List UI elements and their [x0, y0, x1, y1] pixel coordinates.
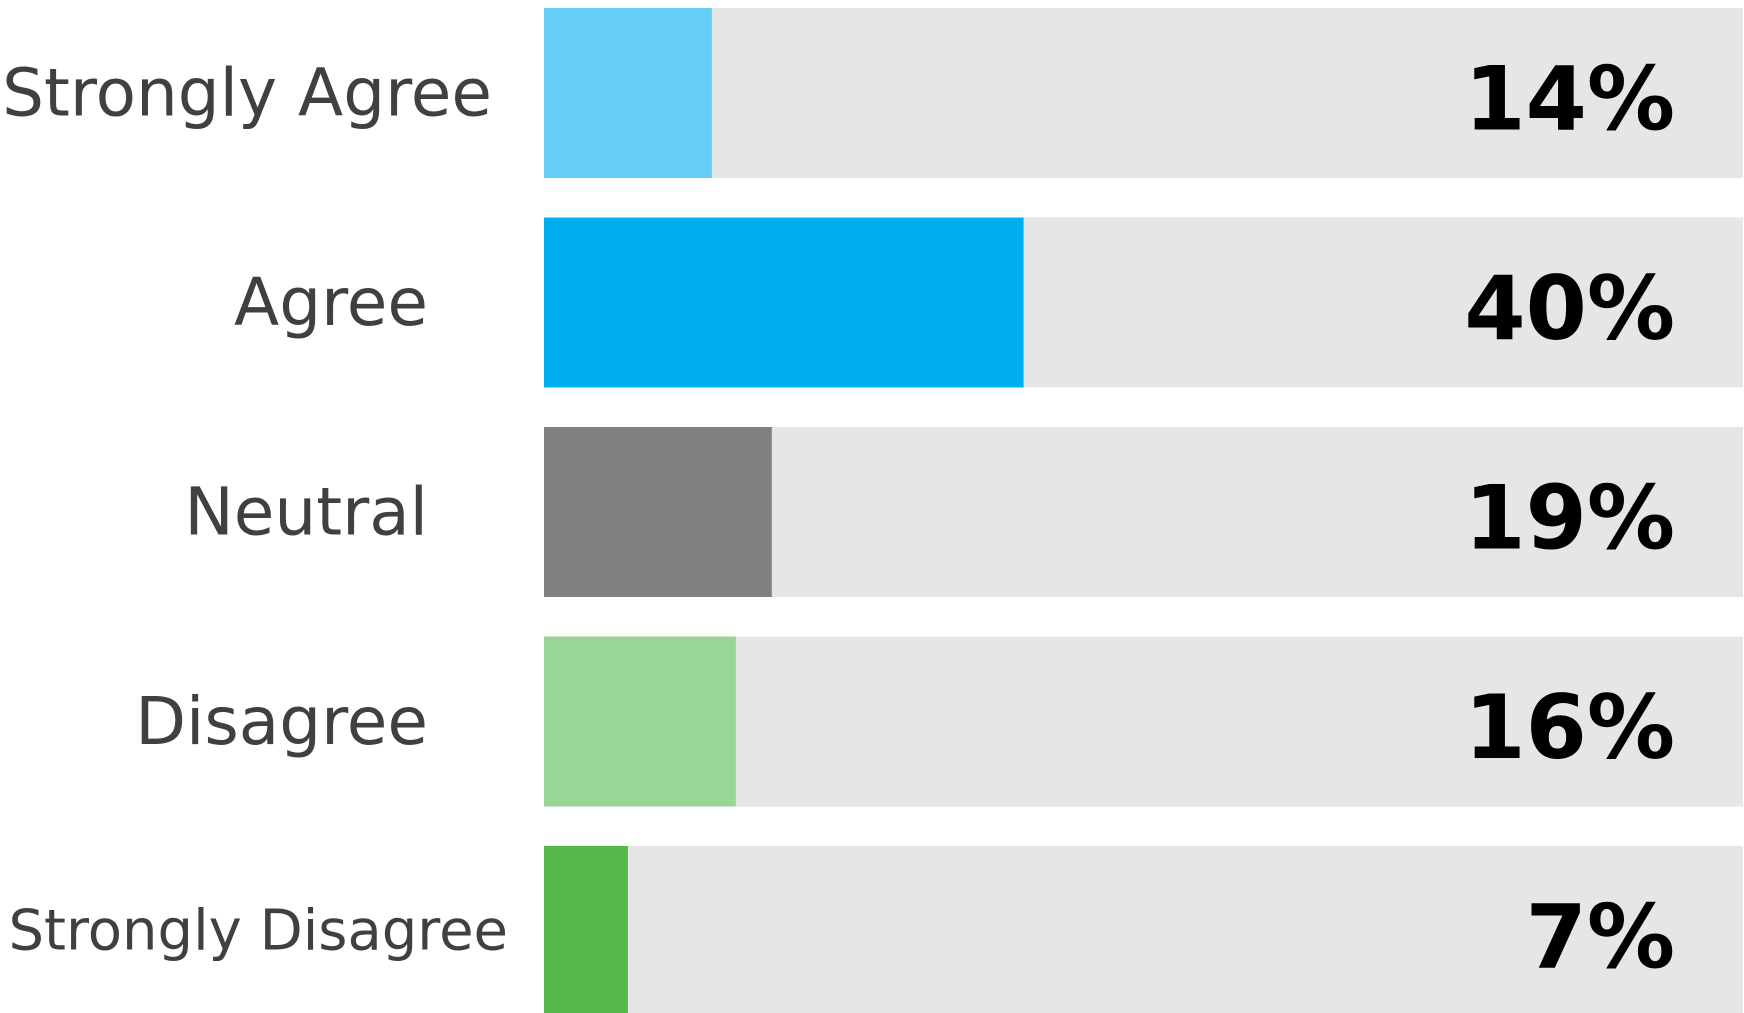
- bar-row: Neutral 19%: [184, 427, 1743, 597]
- category-label: Neutral: [184, 474, 428, 551]
- category-label: Strongly Disagree: [8, 899, 508, 964]
- bar-row: Agree 40%: [234, 217, 1743, 388]
- category-label: Strongly Agree: [2, 55, 492, 132]
- value-label: 16%: [1464, 676, 1675, 779]
- value-label: 7%: [1526, 886, 1675, 989]
- chart-rows: Strongly Agree 14% Agree 40% Neutral 19% Disag…: [2, 8, 1743, 1013]
- bar: [544, 636, 736, 807]
- bar-track: [544, 8, 1743, 178]
- bar-row: Strongly Disagree 7%: [8, 846, 1743, 1013]
- bar: [544, 846, 628, 1013]
- bar: [544, 8, 712, 178]
- value-label: 14%: [1464, 48, 1675, 151]
- bar: [544, 427, 772, 597]
- category-label: Agree: [234, 264, 428, 341]
- bar-row: Disagree 16%: [135, 636, 1743, 807]
- bar: [544, 217, 1024, 388]
- bar-track: [544, 846, 1743, 1013]
- bar-track: [544, 636, 1743, 807]
- bar-row: Strongly Agree 14%: [2, 8, 1743, 178]
- category-label: Disagree: [135, 683, 428, 760]
- value-label: 19%: [1464, 467, 1675, 570]
- value-label: 40%: [1464, 257, 1675, 360]
